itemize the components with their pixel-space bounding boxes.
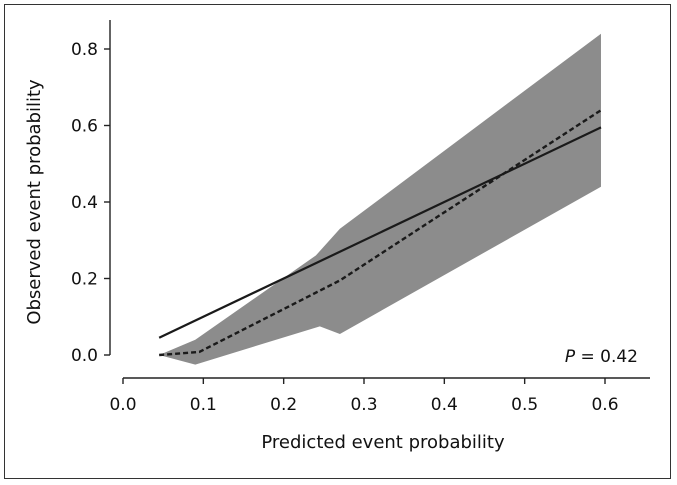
label-layer: 0.0 0.2 0.4 0.6 0.8 0.0 0.1 0.2 0.3 0.4 0.5 0.6	[71, 40, 619, 415]
confidence-band	[159, 33, 601, 365]
observed-calibration-line	[159, 109, 602, 357]
x-tick-label: 0.0	[109, 395, 136, 415]
axis-layer	[104, 20, 650, 384]
y-tick-label: 0.6	[71, 117, 98, 137]
x-axis-title: Predicted event probability	[261, 432, 505, 453]
x-tick-label: 0.5	[511, 395, 538, 415]
y-tick-label: 0.0	[71, 346, 98, 366]
x-tick-label: 0.2	[270, 395, 297, 415]
line-layer	[158, 109, 602, 357]
x-tick-label: 0.4	[431, 395, 458, 415]
p-value-text: = 0.42	[575, 347, 638, 367]
x-tick-label: 0.3	[350, 395, 377, 415]
y-tick-label: 0.4	[71, 193, 98, 213]
p-value-italic: P	[565, 347, 576, 367]
x-tick-label: 0.6	[591, 395, 618, 415]
y-tick-label: 0.8	[71, 40, 98, 60]
band-layer	[159, 33, 601, 365]
ideal-fit-line	[158, 126, 602, 339]
p-value-annotation: P = 0.42	[565, 347, 638, 367]
y-axis-title: Observed event probability	[24, 79, 45, 325]
x-tick-label: 0.1	[190, 395, 217, 415]
y-tick-label: 0.2	[71, 270, 98, 290]
